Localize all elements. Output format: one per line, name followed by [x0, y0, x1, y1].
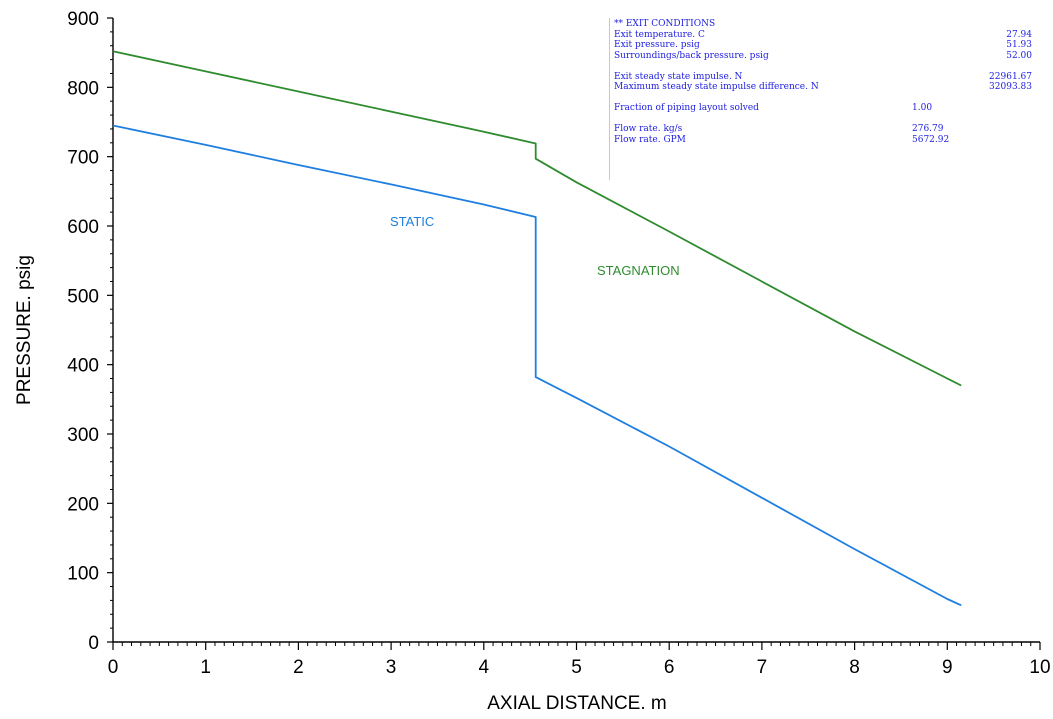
exit-row-flow-kgs: Flow rate. kg/s 276.79: [614, 124, 1032, 135]
exit-row-label: Exit pressure. psig: [614, 40, 700, 50]
exit-row-impulse: Exit steady state impulse. N 22961.67: [614, 72, 1032, 83]
exit-row-label: Surroundings/back pressure. psig: [614, 50, 769, 61]
tick-labels: 0 100 200 300 400 500 600 700 800 900 0 1 2 3 4 5 6 7 8 9 10: [67, 9, 1050, 678]
exit-row-value: 276.79: [912, 124, 944, 134]
y-tick-label: 900: [67, 9, 99, 30]
axes: [107, 17, 1041, 650]
exit-panel-header: ** EXIT CONDITIONS: [614, 19, 1032, 30]
x-tick-label: 8: [849, 657, 860, 678]
exit-row-label: Flow rate. kg/s: [614, 124, 683, 134]
exit-row-value: 1.00: [912, 103, 933, 113]
x-tick-label: 0: [108, 657, 119, 678]
exit-row-label: Exit steady state impulse. N: [614, 71, 743, 82]
y-axis-title: PRESSURE. psig: [14, 255, 35, 405]
series-line-stagnation: [112, 50, 962, 387]
exit-row-back-pressure: Surroundings/back pressure. psig 52.00: [614, 51, 1032, 62]
x-tick-label: 3: [386, 657, 397, 678]
exit-row-fraction: Fraction of piping layout solved 1.00: [614, 103, 1032, 114]
y-tick-label: 500: [67, 286, 99, 307]
exit-row-temperature: Exit temperature. C 27.94: [614, 30, 1032, 41]
panel-spacer: [614, 93, 1032, 104]
exit-panel-header-text: ** EXIT CONDITIONS: [614, 19, 716, 29]
exit-row-label: Exit temperature. C: [614, 29, 705, 40]
y-tick-label: 200: [67, 494, 99, 515]
x-axis-title: AXIAL DISTANCE. m: [487, 693, 666, 714]
exit-conditions-panel: ** EXIT CONDITIONS Exit temperature. C 2…: [609, 18, 1036, 180]
y-tick-label: 400: [67, 356, 99, 377]
series-label-static: STATIC: [390, 214, 434, 229]
x-tick-label: 5: [571, 657, 582, 678]
exit-row-pressure: Exit pressure. psig 51.93: [614, 40, 1032, 51]
panel-spacer: [614, 114, 1032, 125]
exit-row-value: 22961.67: [989, 71, 1032, 82]
exit-row-value: 32093.83: [989, 82, 1032, 92]
x-tick-label: 6: [664, 657, 675, 678]
y-tick-label: 800: [67, 78, 99, 99]
exit-row-value: 52.00: [1006, 50, 1032, 61]
exit-row-label: Flow rate. GPM: [614, 134, 686, 145]
y-tick-label: 600: [67, 217, 99, 238]
y-tick-label: 700: [67, 148, 99, 169]
x-tick-label: 4: [479, 657, 490, 678]
x-tick-label: 2: [293, 657, 304, 678]
exit-row-flow-gpm: Flow rate. GPM 5672.92: [614, 135, 1032, 146]
series-lines: [112, 50, 962, 607]
x-tick-label: 1: [200, 657, 211, 678]
exit-row-value: 5672.92: [912, 134, 950, 145]
panel-spacer: [614, 61, 1032, 72]
y-tick-label: 0: [88, 633, 99, 654]
exit-row-impulse-diff: Maximum steady state impulse difference.…: [614, 82, 1032, 93]
series-line-static: [112, 124, 962, 607]
exit-row-label: Maximum steady state impulse difference.…: [614, 82, 819, 92]
x-tick-label: 9: [942, 657, 953, 678]
series-label-stagnation: STAGNATION: [597, 263, 680, 278]
y-tick-label: 100: [67, 564, 99, 585]
x-tick-label: 10: [1029, 657, 1050, 678]
exit-row-value: 27.94: [1006, 29, 1032, 40]
exit-row-label: Fraction of piping layout solved: [614, 103, 759, 113]
exit-row-value: 51.93: [1006, 40, 1032, 50]
x-tick-label: 7: [757, 657, 768, 678]
y-tick-label: 300: [67, 425, 99, 446]
